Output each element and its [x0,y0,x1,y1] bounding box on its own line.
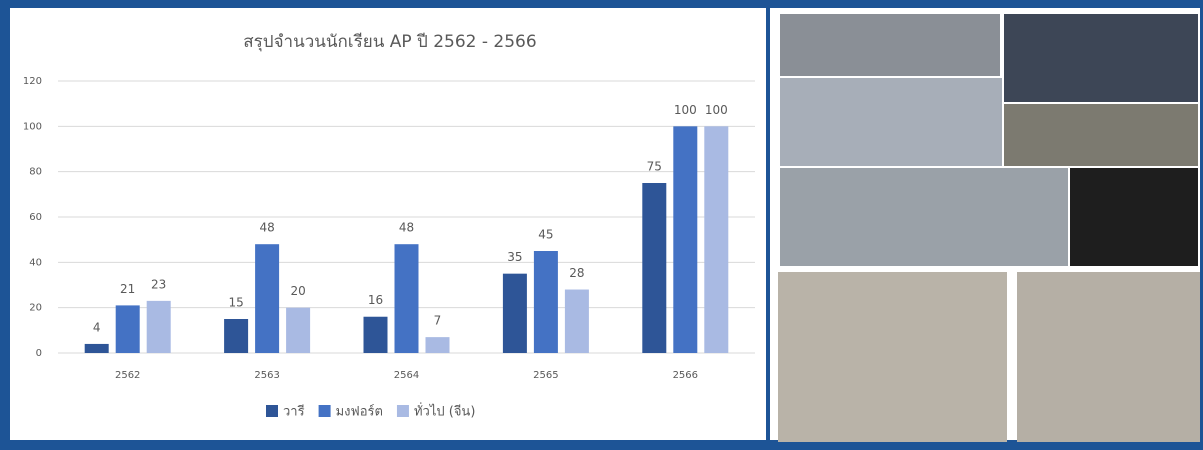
data-label: 20 [290,284,305,298]
data-label: 45 [538,228,553,242]
bar [564,289,589,353]
data-label: 7 [434,314,442,328]
x-tick-label: 2565 [533,370,558,381]
y-tick-label: 20 [29,303,42,314]
photo [1017,272,1200,442]
bar [286,307,311,353]
x-tick-label: 2566 [673,370,698,381]
y-tick-label: 0 [36,348,42,359]
photo [1070,168,1198,266]
photo [778,272,1007,442]
x-tick-label: 2562 [115,370,140,381]
chart-title: สรุปจำนวนนักเรียน AP ปี 2562 - 2566 [243,32,536,52]
x-tick-label: 2564 [394,370,419,381]
legend-swatch [318,405,331,417]
data-label: 21 [120,282,135,296]
legend-label: มงฟอร์ต [336,404,383,420]
legend-label: วารี [283,404,305,420]
photo [780,168,1068,266]
data-label: 35 [507,250,522,264]
bar [363,316,388,353]
y-tick-label: 100 [23,121,42,132]
data-label: 100 [705,103,728,117]
bar [224,319,249,353]
data-label: 23 [151,277,166,291]
photo [1004,14,1198,102]
bar [255,244,280,353]
legend-swatch [396,405,409,417]
data-label: 75 [647,160,662,174]
chart-panel [10,8,766,440]
y-tick-label: 60 [29,212,42,223]
bar [533,251,558,353]
y-tick-label: 120 [23,76,42,87]
legend-swatch [266,405,278,417]
legend-label: ทั่วไป (จีน) [414,403,475,420]
x-tick-label: 2563 [254,370,279,381]
photo [780,78,1002,166]
bar [704,126,729,353]
y-tick-label: 80 [29,167,42,178]
bar [394,244,419,353]
bar [642,183,667,353]
y-tick-label: 40 [29,257,42,268]
data-label: 4 [93,320,101,334]
photo [1004,104,1198,166]
bar [502,273,527,353]
bar [425,337,450,353]
bar [115,305,140,353]
data-label: 16 [368,293,383,307]
data-label: 100 [674,103,697,117]
bar [146,300,171,353]
bar [84,343,109,353]
data-label: 48 [259,221,274,235]
photo [780,14,1000,76]
data-label: 48 [399,221,414,235]
data-label: 15 [228,296,243,310]
bar [673,126,698,353]
data-label: 28 [569,266,584,280]
